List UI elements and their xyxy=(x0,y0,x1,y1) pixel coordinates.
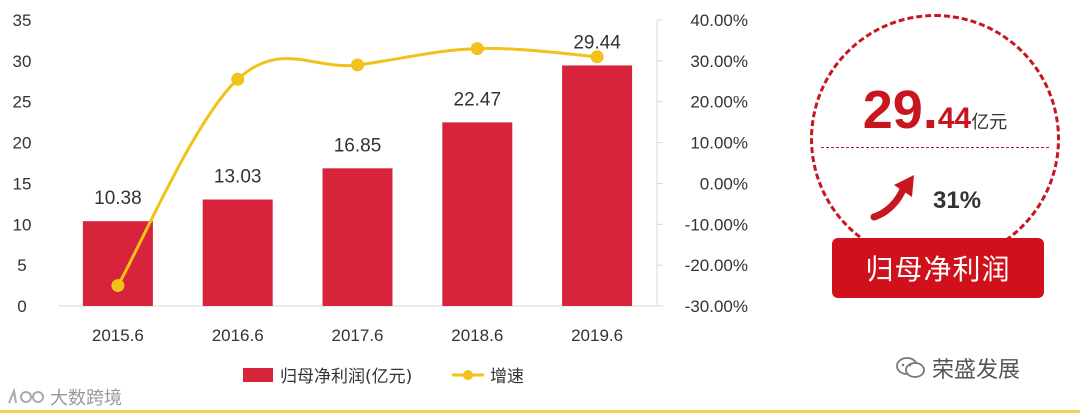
x-axis-ticks: 2015.6 2016.6 2017.6 2018.6 2019.6 xyxy=(92,326,623,345)
bottom-divider xyxy=(0,410,1080,413)
right-tick-label: -10.00% xyxy=(685,215,748,234)
badge-unit: 亿元 xyxy=(971,112,1008,133)
x-tick-label: 2017.6 xyxy=(332,326,384,345)
growth-point xyxy=(111,279,125,293)
left-tick-label: 30 xyxy=(13,52,32,71)
bar xyxy=(202,199,273,306)
legend: 归母净利润(亿元) 增速 xyxy=(243,367,524,387)
badge-growth-rate: 31% xyxy=(933,187,982,214)
legend-line-label: 增速 xyxy=(490,367,524,387)
right-tick-label: -20.00% xyxy=(685,256,748,275)
badge-value: 29.44亿元 xyxy=(813,79,1057,141)
profit-badge: 29.44亿元 31% xyxy=(810,14,1060,264)
bar xyxy=(82,221,153,306)
bar-series xyxy=(82,65,633,307)
x-tick-label: 2018.6 xyxy=(451,326,503,345)
badge-divider xyxy=(821,147,1049,148)
bar xyxy=(442,122,513,306)
left-tick-label: 20 xyxy=(13,134,32,153)
left-tick-label: 5 xyxy=(17,256,26,275)
bar xyxy=(562,65,633,307)
left-tick-label: 35 xyxy=(13,11,32,30)
badge-label: 归母净利润 xyxy=(832,238,1044,298)
bar-data-label: 13.03 xyxy=(214,167,262,188)
watermark-left: 大数跨境 xyxy=(6,384,122,410)
growth-point xyxy=(351,58,364,72)
watermark-left-text: 大数跨境 xyxy=(50,388,122,409)
wechat-icon xyxy=(896,357,925,378)
growth-point xyxy=(470,42,484,56)
bar-data-label: 22.47 xyxy=(454,89,502,110)
right-tick-label: -30.00% xyxy=(685,297,748,316)
right-tick-label: 20.00% xyxy=(690,93,748,112)
growth-point xyxy=(590,50,604,64)
left-tick-label: 0 xyxy=(17,297,26,316)
left-tick-label: 15 xyxy=(13,174,32,193)
right-tick-label: 10.00% xyxy=(690,134,748,153)
legend-bar-swatch xyxy=(243,368,273,382)
arrow-up-right-icon xyxy=(870,175,914,221)
right-tick-label: 0.00% xyxy=(700,174,748,193)
left-axis-ticks: 0 5 10 15 20 25 30 35 xyxy=(13,11,32,316)
badge-value-integer: 29. xyxy=(862,80,938,140)
growth-line xyxy=(116,46,598,287)
bar-data-label: 10.38 xyxy=(94,188,142,209)
growth-point xyxy=(231,72,245,86)
x-tick-label: 2016.6 xyxy=(212,326,264,345)
right-tick-label: 40.00% xyxy=(690,11,748,30)
logo-icon xyxy=(8,387,44,404)
x-tick-label: 2015.6 xyxy=(92,326,144,345)
right-tick-label: 30.00% xyxy=(690,52,748,71)
legend-bar-label: 归母净利润(亿元) xyxy=(280,367,412,387)
badge-value-decimal: 44 xyxy=(937,102,972,135)
bar-data-label: 29.44 xyxy=(573,32,621,53)
bar-data-label: 16.85 xyxy=(334,135,382,156)
watermark-right-text: 荣盛发展 xyxy=(932,358,1021,383)
left-tick-label: 25 xyxy=(13,93,32,112)
watermark-right: 荣盛发展 xyxy=(896,352,1020,384)
right-axis-ticks: -30.00% -20.00% -10.00% 0.00% 10.00% 20.00% 30… xyxy=(657,11,748,316)
legend-line-marker xyxy=(463,370,473,380)
left-tick-label: 10 xyxy=(13,215,32,234)
x-tick-label: 2019.6 xyxy=(571,326,623,345)
chart: 0 5 10 15 20 25 30 35 -30.00% -20.00% -10.00% 0.00… xyxy=(13,11,748,387)
bar xyxy=(322,168,393,306)
line-series xyxy=(111,42,604,293)
bar-data-labels: 10.38 13.03 16.85 22.47 29.44 xyxy=(94,32,621,209)
